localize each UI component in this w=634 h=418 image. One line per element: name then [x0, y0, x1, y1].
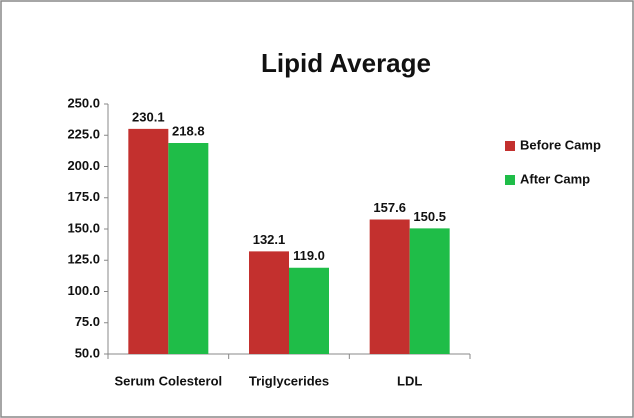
- y-tick-label: 200.0: [67, 158, 100, 173]
- bar: [409, 228, 450, 354]
- chart-title: Lipid Average: [261, 48, 431, 78]
- y-tick-label: 50.0: [75, 345, 100, 360]
- bar: [168, 143, 209, 354]
- value-label: 132.1: [253, 232, 286, 247]
- bar: [128, 128, 169, 354]
- legend-swatch: [505, 175, 515, 185]
- legend-label: Before Camp: [520, 137, 601, 152]
- y-tick-label: 150.0: [67, 220, 100, 235]
- y-tick-label: 175.0: [67, 189, 100, 204]
- value-label: 157.6: [373, 200, 406, 215]
- x-tick-label: Triglycerides: [249, 373, 329, 388]
- bar: [289, 267, 329, 354]
- value-label: 119.0: [293, 248, 325, 263]
- x-tick-label: LDL: [397, 373, 422, 388]
- y-tick-label: 250.0: [67, 95, 100, 110]
- x-tick-label: Serum Colesterol: [115, 373, 223, 388]
- bar: [369, 219, 410, 354]
- value-label: 150.5: [413, 209, 446, 224]
- y-tick-label: 225.0: [67, 127, 100, 142]
- legend-swatch: [505, 141, 515, 151]
- value-label: 230.1: [132, 109, 165, 124]
- y-tick-label: 125.0: [67, 252, 100, 267]
- y-tick-label: 100.0: [67, 283, 100, 298]
- value-label: 218.8: [172, 123, 205, 138]
- legend-label: After Camp: [520, 171, 590, 186]
- bar: [249, 251, 289, 354]
- y-tick-label: 75.0: [75, 314, 100, 329]
